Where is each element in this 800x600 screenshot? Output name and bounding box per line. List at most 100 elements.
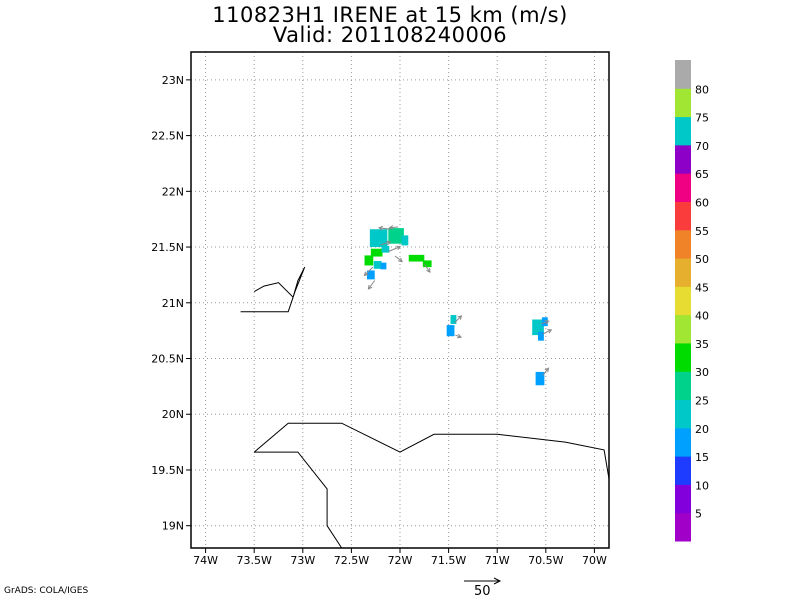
colorbar-label: 50: [695, 253, 709, 266]
wind-vectors: [363, 225, 553, 376]
wind-speed-cell: [366, 270, 375, 280]
y-tick-label: 21N: [162, 297, 184, 310]
wind-vector-shaft: [364, 266, 374, 276]
x-tick-label: 71W: [485, 554, 510, 567]
wind-vector-shaft: [379, 227, 391, 230]
x-tick-label: 70W: [582, 554, 607, 567]
colorbar-swatch: [675, 173, 691, 202]
chart-title: 110823H1 IRENE at 15 km (m/s): [212, 3, 568, 27]
wind-vector: [378, 225, 391, 231]
colorbar-label: 5: [695, 508, 702, 521]
grid-lines: [191, 52, 609, 548]
colorbar-label: 70: [695, 140, 709, 153]
coastline: [240, 266, 306, 313]
colorbar-swatch: [675, 427, 691, 457]
coastlines: [240, 266, 609, 548]
wind-vector-shaft: [540, 320, 549, 325]
wind-vector-shaft: [388, 246, 401, 252]
coastline: [253, 422, 609, 479]
wind-vector: [423, 263, 431, 274]
x-tick-label: 72W: [388, 554, 413, 567]
colorbar-swatch: [675, 144, 691, 174]
wind-speed-cell: [380, 262, 387, 270]
colorbar-label: 15: [695, 451, 709, 464]
colorbar-swatch: [675, 399, 691, 429]
colorbar-label: 60: [695, 196, 709, 209]
y-tick-label: 22N: [162, 185, 184, 198]
wind-vector-head: [396, 245, 402, 251]
wind-vector-head: [388, 225, 394, 230]
wind-vector: [388, 225, 399, 230]
colorbar-swatch: [675, 229, 691, 259]
wind-speed-cell: [369, 229, 388, 248]
chart-valid-time: Valid: 201108240006: [272, 23, 508, 47]
wind-vector-head: [544, 320, 550, 325]
colorbar-label: 65: [695, 168, 709, 181]
x-tick-label: 72.5W: [334, 554, 369, 567]
colorbar-label: 80: [695, 83, 709, 96]
colorbar-label: 25: [695, 395, 709, 408]
colorbar: 5 10 15 20 25 30 35 40 45 50 55 60 65 70 75 80: [675, 60, 709, 542]
wind-vector-shaft: [380, 241, 391, 246]
wind-vector: [380, 240, 392, 246]
wind-speed-cell: [450, 315, 457, 324]
colorbar-label: 35: [695, 338, 709, 351]
wind-vector-head: [363, 271, 369, 277]
wind-speed-field: [364, 228, 548, 386]
wind-speed-cell: [401, 235, 409, 246]
y-tick-label: 20N: [162, 408, 184, 421]
y-tick-label: 20.5N: [151, 353, 184, 366]
vector-scale-arrow: [464, 577, 502, 585]
wind-speed-cell: [373, 260, 382, 269]
colorbar-label: 30: [695, 366, 709, 379]
colorbar-label: 40: [695, 310, 709, 323]
wind-speed-cell: [388, 228, 404, 244]
wind-speed-cell: [370, 248, 383, 257]
wind-vector-head: [457, 315, 463, 320]
colorbar-label: 75: [695, 112, 709, 125]
wind-vector: [542, 329, 553, 335]
x-tick-label: 73.5W: [236, 554, 271, 567]
wind-vector: [363, 266, 374, 277]
wind-vector-head: [378, 225, 383, 231]
wind-speed-cell: [538, 331, 544, 341]
y-tick-label: 19N: [162, 520, 184, 533]
colorbar-swatch: [675, 342, 691, 372]
wind-vector-shaft: [542, 367, 549, 376]
colorbar-swatch: [675, 116, 691, 146]
x-tick-label: 73W: [290, 554, 315, 567]
y-tick-label: 21.5N: [151, 241, 184, 254]
wind-vector-head: [398, 257, 403, 263]
wind-vector-shaft: [394, 255, 403, 262]
y-tick-label: 22.5N: [151, 130, 184, 143]
colorbar-swatch: [675, 371, 691, 401]
colorbar-swatch: [675, 512, 691, 542]
wind-vector: [454, 315, 463, 324]
wind-vector-head: [544, 367, 550, 373]
wind-vector-shaft: [454, 315, 462, 324]
wind-speed-cell: [364, 255, 374, 266]
colorbar-label: 20: [695, 423, 709, 436]
wind-vector: [388, 245, 402, 252]
axis-ticks: 74W 73.5W 73W 72.5W 72W 71.5W 71W 70.5W 70W 19N 19…: [151, 74, 607, 567]
colorbar-label: 55: [695, 225, 709, 238]
colorbar-swatch: [675, 201, 691, 231]
grads-credit: GrADS: COLA/IGES: [4, 586, 89, 596]
colorbar-swatch: [675, 314, 691, 344]
coastline: [254, 451, 343, 548]
wind-speed-cell: [408, 254, 425, 262]
wind-vector: [542, 367, 550, 376]
wind-speed-cell: [535, 371, 545, 386]
wind-speed-cell: [446, 325, 455, 337]
wind-vector-head: [386, 240, 392, 246]
wind-vector-shaft: [423, 263, 431, 273]
x-tick-label: 71.5W: [431, 554, 466, 567]
vector-scale-label: 50: [474, 584, 491, 599]
wind-speed-cell: [532, 319, 544, 336]
colorbar-swatch: [675, 258, 691, 287]
colorbar-swatch: [675, 88, 691, 118]
wind-vector-head: [547, 329, 553, 334]
wind-speed-cell: [541, 317, 548, 327]
colorbar-swatch: [675, 484, 691, 514]
